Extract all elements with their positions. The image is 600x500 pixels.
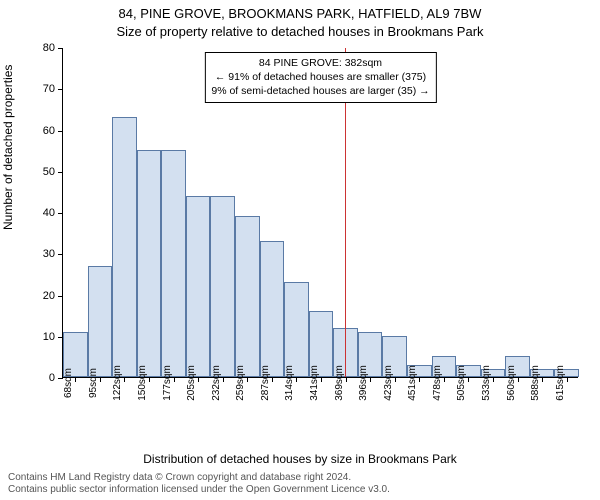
x-tick-label: 369sqm	[334, 365, 345, 401]
footer-line-1: Contains HM Land Registry data © Crown c…	[8, 472, 390, 484]
y-tick-label: 60	[43, 125, 55, 137]
x-tick-label: 451sqm	[407, 365, 418, 401]
x-tick-label: 177sqm	[162, 365, 173, 401]
x-tick	[198, 377, 199, 382]
y-tick	[58, 296, 63, 297]
x-tick-label: 205sqm	[186, 365, 197, 401]
y-axis-label: Number of detached properties	[1, 65, 15, 230]
annotation-box: 84 PINE GROVE: 382sqm ← 91% of detached …	[204, 52, 436, 103]
footer-attribution: Contains HM Land Registry data © Crown c…	[8, 472, 390, 496]
x-tick	[75, 377, 76, 382]
x-tick-label: 341sqm	[309, 365, 320, 401]
y-tick	[58, 131, 63, 132]
histogram-bar	[210, 196, 235, 378]
footer-line-2: Contains public sector information licen…	[8, 484, 390, 496]
x-tick	[493, 377, 494, 382]
x-tick	[370, 377, 371, 382]
histogram-bar	[88, 266, 113, 377]
chart-title-address: 84, PINE GROVE, BROOKMANS PARK, HATFIELD…	[0, 6, 600, 21]
y-tick-label: 70	[43, 83, 55, 95]
x-axis-label: Distribution of detached houses by size …	[0, 452, 600, 466]
x-tick	[124, 377, 125, 382]
x-tick-label: 95sqm	[88, 368, 99, 398]
y-tick-label: 10	[43, 331, 55, 343]
histogram-bar	[235, 216, 260, 377]
y-tick-label: 20	[43, 290, 55, 302]
y-tick-label: 0	[49, 372, 55, 384]
x-tick	[296, 377, 297, 382]
x-tick-label: 478sqm	[432, 365, 443, 401]
x-tick-label: 533sqm	[481, 365, 492, 401]
y-tick	[58, 254, 63, 255]
histogram-bar	[137, 150, 162, 377]
histogram-bar	[161, 150, 186, 377]
histogram-bar	[260, 241, 285, 377]
x-tick	[149, 377, 150, 382]
x-tick-label: 122sqm	[112, 365, 123, 401]
y-tick	[58, 89, 63, 90]
x-tick-label: 588sqm	[530, 365, 541, 401]
y-tick-label: 40	[43, 207, 55, 219]
x-tick-label: 259sqm	[235, 365, 246, 401]
annotation-line-3: 9% of semi-detached houses are larger (3…	[211, 84, 429, 98]
x-tick	[542, 377, 543, 382]
histogram-bar	[186, 196, 211, 378]
x-tick	[100, 377, 101, 382]
x-tick	[444, 377, 445, 382]
y-tick	[58, 172, 63, 173]
x-tick-label: 423sqm	[383, 365, 394, 401]
y-tick-label: 50	[43, 166, 55, 178]
histogram-bar	[284, 282, 309, 377]
histogram-bar	[112, 117, 137, 377]
x-tick	[272, 377, 273, 382]
y-tick	[58, 213, 63, 214]
x-tick	[518, 377, 519, 382]
x-tick-label: 232sqm	[211, 365, 222, 401]
y-tick-label: 30	[43, 248, 55, 260]
x-tick	[321, 377, 322, 382]
annotation-line-2: ← 91% of detached houses are smaller (37…	[211, 70, 429, 84]
chart-plot-area: 0102030405060708068sqm95sqm122sqm150sqm1…	[62, 48, 578, 378]
chart-subtitle: Size of property relative to detached ho…	[0, 24, 600, 39]
x-tick-label: 396sqm	[358, 365, 369, 401]
x-tick	[346, 377, 347, 382]
x-tick	[419, 377, 420, 382]
x-tick-label: 150sqm	[137, 365, 148, 401]
x-tick-label: 287sqm	[260, 365, 271, 401]
x-tick	[567, 377, 568, 382]
x-tick	[468, 377, 469, 382]
x-tick-label: 505sqm	[456, 365, 467, 401]
x-tick-label: 615sqm	[555, 365, 566, 401]
x-tick-label: 314sqm	[284, 365, 295, 401]
y-tick-label: 80	[43, 42, 55, 54]
y-tick	[58, 48, 63, 49]
x-tick-label: 68sqm	[63, 368, 74, 398]
x-tick	[174, 377, 175, 382]
x-tick	[395, 377, 396, 382]
annotation-line-1: 84 PINE GROVE: 382sqm	[211, 56, 429, 70]
x-tick-label: 560sqm	[506, 365, 517, 401]
x-tick	[247, 377, 248, 382]
x-tick	[223, 377, 224, 382]
